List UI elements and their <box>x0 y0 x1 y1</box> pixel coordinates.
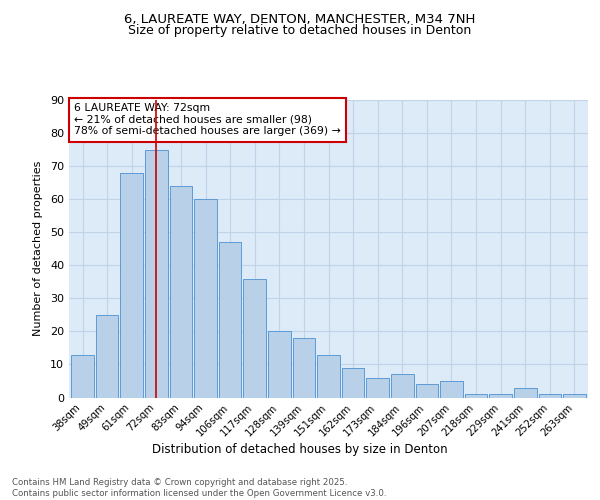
Text: 6 LAUREATE WAY: 72sqm
← 21% of detached houses are smaller (98)
78% of semi-deta: 6 LAUREATE WAY: 72sqm ← 21% of detached … <box>74 103 341 136</box>
Bar <box>170 186 192 398</box>
Bar <box>514 388 536 398</box>
Bar <box>465 394 487 398</box>
Bar <box>145 150 167 398</box>
Bar <box>268 332 290 398</box>
Bar <box>121 172 143 398</box>
Bar <box>244 278 266 398</box>
Bar <box>342 368 364 398</box>
Text: Size of property relative to detached houses in Denton: Size of property relative to detached ho… <box>128 24 472 37</box>
Text: Contains HM Land Registry data © Crown copyright and database right 2025.
Contai: Contains HM Land Registry data © Crown c… <box>12 478 386 498</box>
Bar <box>490 394 512 398</box>
Bar <box>367 378 389 398</box>
Bar <box>96 315 118 398</box>
Text: Distribution of detached houses by size in Denton: Distribution of detached houses by size … <box>152 442 448 456</box>
Bar <box>539 394 561 398</box>
Bar <box>293 338 315 398</box>
Bar <box>219 242 241 398</box>
Bar <box>416 384 438 398</box>
Bar <box>194 199 217 398</box>
Bar <box>563 394 586 398</box>
Y-axis label: Number of detached properties: Number of detached properties <box>33 161 43 336</box>
Text: 6, LAUREATE WAY, DENTON, MANCHESTER, M34 7NH: 6, LAUREATE WAY, DENTON, MANCHESTER, M34… <box>124 12 476 26</box>
Bar <box>440 381 463 398</box>
Bar <box>317 354 340 398</box>
Bar <box>71 354 94 398</box>
Bar <box>391 374 413 398</box>
